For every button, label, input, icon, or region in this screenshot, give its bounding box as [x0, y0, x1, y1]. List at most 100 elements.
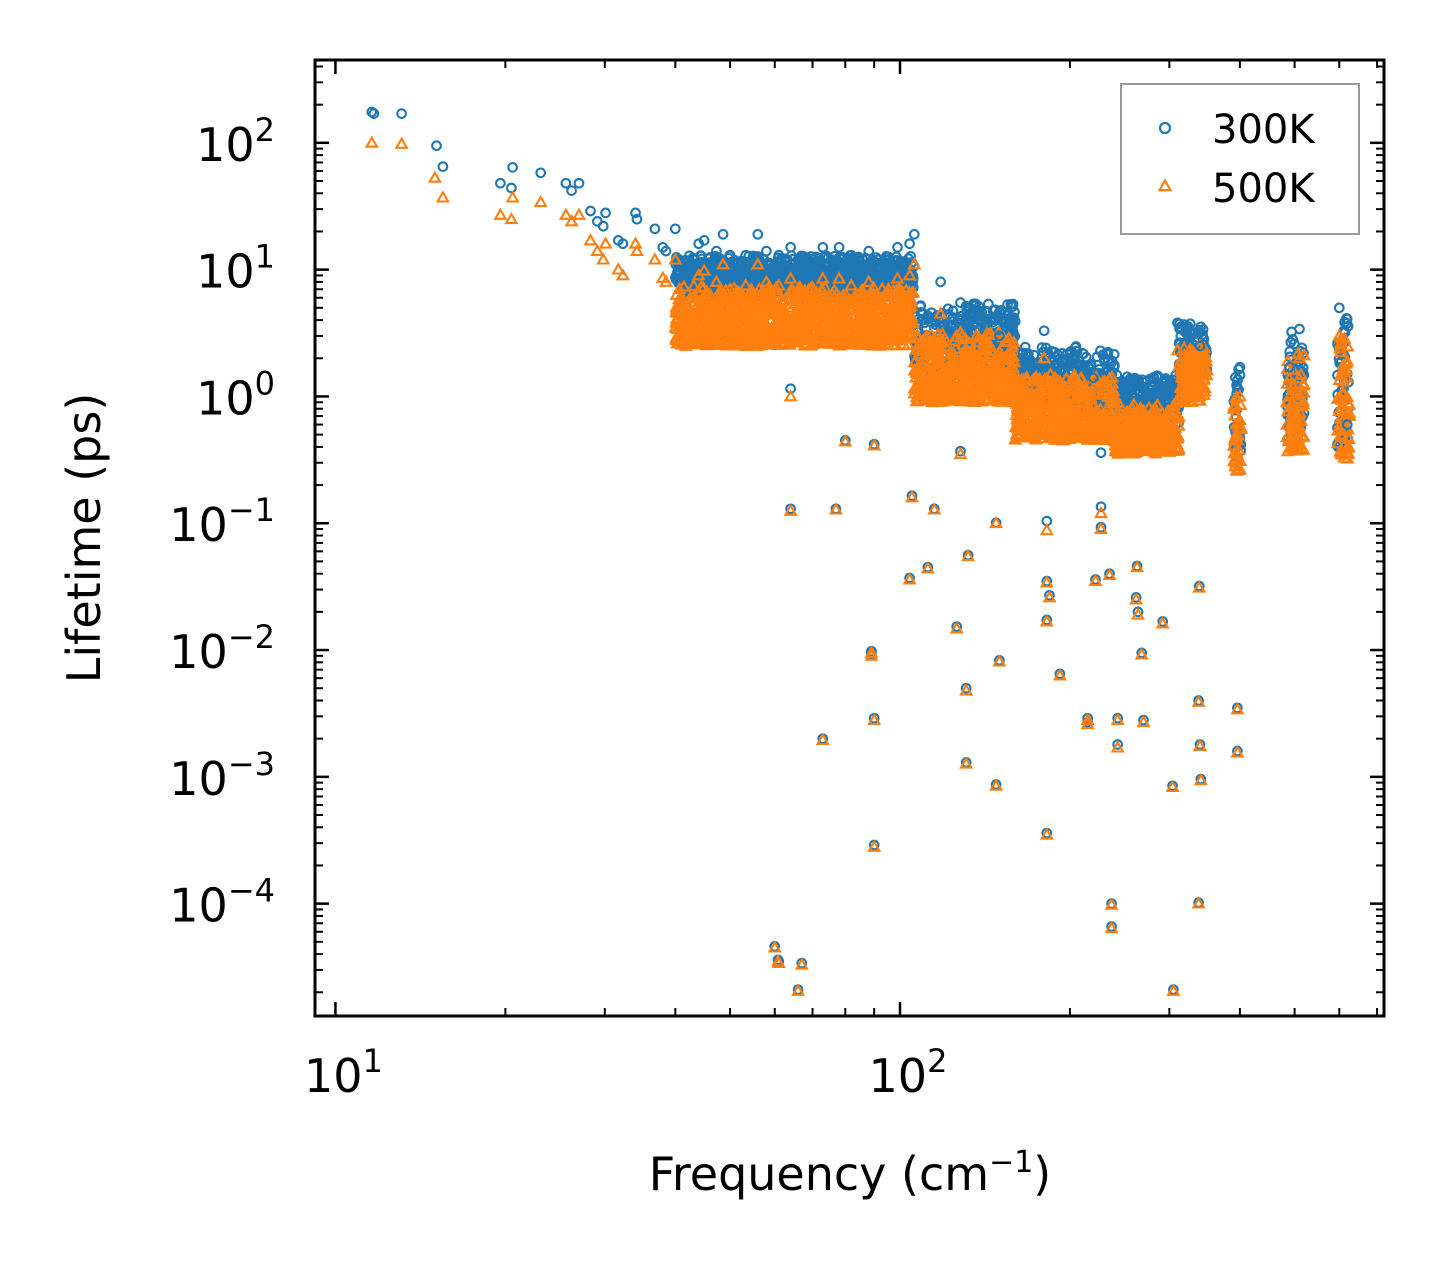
point-300K: [687, 262, 699, 274]
point-500K: [699, 288, 714, 301]
point-500K: [759, 293, 774, 306]
point-500K: [1009, 426, 1024, 440]
point-500K: [684, 311, 699, 325]
point-300K: [1132, 374, 1144, 386]
point-500K: [724, 318, 739, 331]
point-500K: [887, 296, 902, 310]
point-300K: [1007, 324, 1018, 336]
point-500K: [1171, 418, 1186, 431]
point-500K: [891, 311, 906, 324]
point-300K: [670, 272, 681, 283]
point-500K: [730, 326, 745, 340]
point-500K: [901, 300, 916, 313]
point-500K: [739, 338, 754, 351]
point-300K: [1102, 349, 1114, 360]
point-500K: [937, 386, 952, 400]
point-500K: [1107, 433, 1122, 446]
data-points: [364, 106, 1357, 996]
point-500K: [855, 303, 870, 317]
point-500K: [1044, 429, 1060, 442]
point-500K: [980, 335, 995, 348]
point-500K: [879, 331, 894, 345]
point-500K: [718, 283, 733, 296]
point-500K: [967, 350, 982, 363]
point-500K: [732, 303, 747, 316]
point-500K: [965, 391, 980, 404]
point-500K: [750, 307, 765, 320]
point-500K: [899, 283, 914, 296]
point-500K: [773, 329, 788, 342]
point-500K: [1104, 386, 1119, 400]
point-500K: [777, 293, 792, 307]
point-500K: [863, 286, 878, 300]
point-300K: [1000, 306, 1011, 318]
point-300K: [867, 259, 879, 271]
point-500K: [1129, 444, 1144, 457]
point-500K: [988, 381, 1003, 394]
point-500K: [1051, 386, 1066, 400]
point-500K: [768, 322, 783, 335]
point-500K: [1008, 372, 1023, 385]
point-300K: [1339, 316, 1350, 328]
point-500K: [939, 360, 955, 373]
point-500K: [910, 328, 925, 341]
point-500K: [1093, 422, 1108, 435]
point-500K: [878, 308, 893, 322]
point-500K: [1044, 393, 1059, 406]
point-500K: [740, 330, 755, 343]
point-500K: [744, 298, 759, 312]
point-500K: [682, 335, 697, 348]
point-500K: [1020, 403, 1036, 416]
point-500K: [1070, 415, 1085, 428]
point-500K: [686, 278, 701, 291]
point-500K: [1034, 383, 1049, 396]
point-300K: [987, 316, 998, 328]
point-500K: [690, 333, 705, 347]
point-500K: [1028, 426, 1043, 440]
point-500K: [950, 361, 965, 374]
point-500K: [995, 388, 1011, 401]
point-300K: [1028, 349, 1040, 361]
point-500K: [1104, 370, 1119, 383]
point-500K: [845, 332, 860, 345]
point-500K: [910, 364, 925, 377]
point-500K: [717, 291, 732, 305]
point-500K: [919, 360, 935, 373]
point-500K: [930, 348, 945, 361]
point-500K: [985, 347, 1000, 360]
point-300K: [1068, 350, 1080, 362]
point-500K: [857, 332, 872, 346]
point-500K: [937, 338, 953, 352]
point-500K: [1039, 371, 1054, 385]
point-500K: [978, 379, 993, 392]
point-500K: [969, 328, 984, 341]
point-500K: [1036, 423, 1051, 436]
point-500K: [715, 337, 730, 351]
point-500K: [932, 355, 947, 369]
point-500K: [670, 321, 685, 334]
point-300K: [1130, 395, 1141, 407]
point-300K: [1078, 361, 1090, 373]
point-500K: [1042, 404, 1057, 417]
point-500K: [674, 324, 689, 337]
point-500K: [849, 321, 864, 334]
point-500K: [790, 318, 805, 332]
point-300K: [1052, 349, 1064, 361]
point-500K: [826, 314, 841, 328]
point-500K: [1108, 425, 1123, 439]
point-500K: [1162, 407, 1178, 420]
point-500K: [692, 305, 707, 318]
point-500K: [992, 344, 1007, 357]
point-500K: [710, 334, 725, 347]
point-300K: [1007, 320, 1019, 331]
point-500K: [814, 295, 829, 308]
point-300K: [983, 298, 994, 310]
point-500K: [682, 299, 697, 313]
point-500K: [817, 312, 832, 326]
point-500K: [927, 380, 943, 394]
point-500K: [769, 285, 784, 299]
point-300K: [866, 261, 877, 273]
point-500K: [923, 371, 938, 384]
point-500K: [753, 336, 769, 349]
